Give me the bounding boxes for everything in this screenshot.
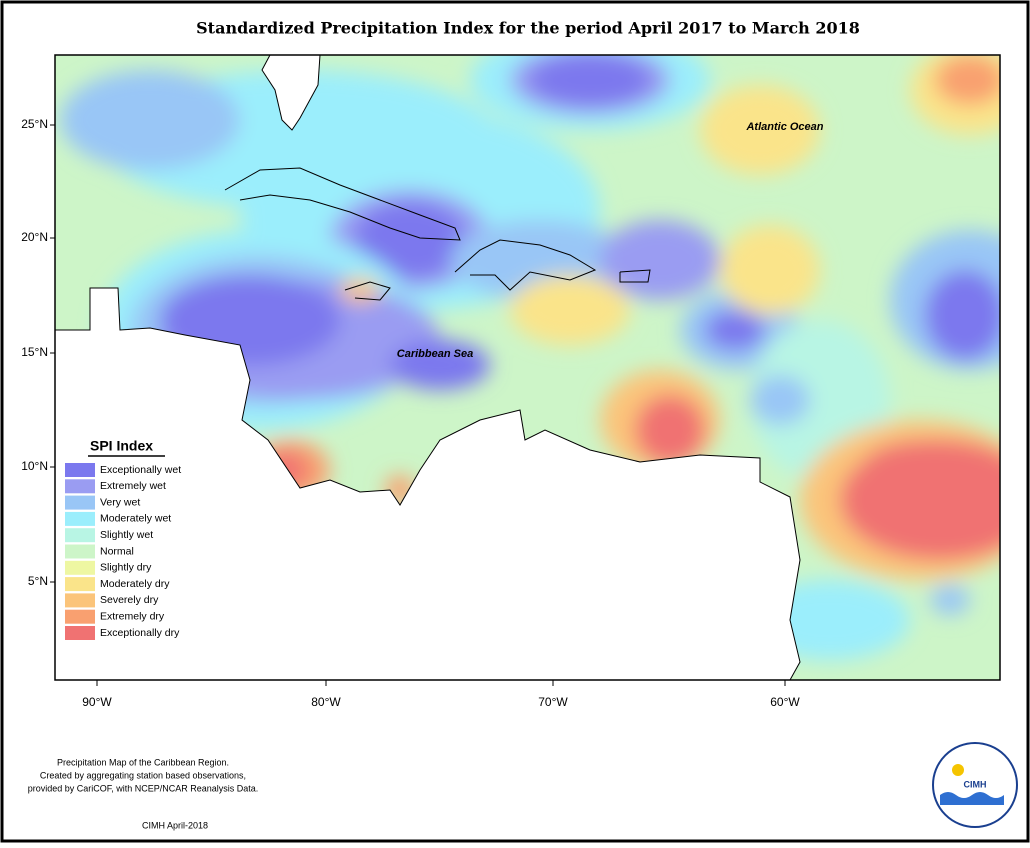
lat-label: 20°N (21, 230, 48, 244)
mainland (55, 287, 801, 680)
legend-swatch (65, 626, 95, 640)
spi-area (700, 85, 820, 175)
lat-label: 5°N (28, 574, 48, 588)
legend-label: Slightly dry (100, 562, 152, 574)
spi-area (935, 55, 1000, 105)
legend-label: Moderately dry (100, 578, 170, 590)
puerto-rico-outline (619, 269, 651, 283)
legend-swatch (65, 609, 95, 624)
footer-note: provided by CariCOF, with NCEP/NCAR Rean… (28, 783, 259, 793)
logo-text: CIMH (964, 779, 987, 789)
jamaica-outline (344, 281, 391, 301)
spi-area (705, 310, 765, 350)
legend-label: Exceptionally wet (100, 464, 181, 476)
lon-label: 90°W (82, 695, 112, 709)
legend-swatch (65, 479, 95, 494)
footer-note: Created by aggregating station based obs… (40, 770, 246, 780)
spi-area (600, 220, 720, 300)
legend-label: Moderately wet (100, 513, 171, 525)
legend-swatch (65, 560, 95, 575)
lon-label: 70°W (538, 695, 568, 709)
lon-label: 80°W (311, 695, 341, 709)
legend-swatch (65, 593, 95, 608)
lon-label: 60°W (770, 695, 800, 709)
spi-area (860, 440, 1000, 500)
lat-label: 15°N (21, 345, 48, 359)
footer: CIMH April-2018 CIMH Precipitation Map o… (28, 742, 1018, 830)
spi-area (720, 225, 820, 315)
logo-ring (932, 742, 1018, 828)
legend: SPI Index Exceptionally wet Extremely wet… (60, 436, 195, 641)
hispaniola-outline (454, 239, 597, 291)
legend-swatch (65, 528, 95, 543)
footer-note: Precipitation Map of the Caribbean Regio… (57, 757, 229, 767)
logo-sun (952, 764, 964, 776)
map-frame (54, 54, 1001, 681)
map-title: Standardized Precipitation Index for the… (196, 19, 860, 38)
legend-label: Extremely wet (100, 480, 166, 492)
spi-area (390, 340, 490, 390)
spi-area (930, 585, 970, 615)
legend-label: Slightly wet (100, 529, 153, 541)
legend-label: Very wet (100, 496, 140, 508)
legend-swatch (65, 463, 95, 477)
spi-area (635, 395, 705, 465)
legend-swatch (65, 577, 95, 592)
legend-label: Extremely dry (100, 610, 165, 622)
spi-area (510, 275, 630, 345)
spi-area (530, 55, 650, 105)
logo-waves (940, 792, 1004, 805)
legend-label: Normal (100, 545, 134, 557)
place-label: Caribbean Sea (397, 348, 473, 360)
credit: CIMH April-2018 (142, 820, 208, 830)
cuba-outline (224, 167, 461, 241)
lat-label: 25°N (21, 117, 48, 131)
legend-swatch (65, 495, 95, 510)
legend-swatch (65, 544, 95, 559)
place-label: Atlantic Ocean (745, 121, 823, 133)
legend-label: Exceptionally dry (100, 627, 180, 639)
legend-swatch (65, 511, 95, 526)
land (55, 55, 801, 680)
legend-title: SPI Index (90, 438, 153, 454)
spi-area (925, 270, 1000, 360)
florida (261, 55, 321, 131)
lat-label: 10°N (21, 459, 48, 473)
legend-label: Severely dry (100, 594, 159, 606)
spi-area (340, 278, 380, 302)
spi-area (750, 375, 810, 425)
spi-area (60, 70, 240, 170)
